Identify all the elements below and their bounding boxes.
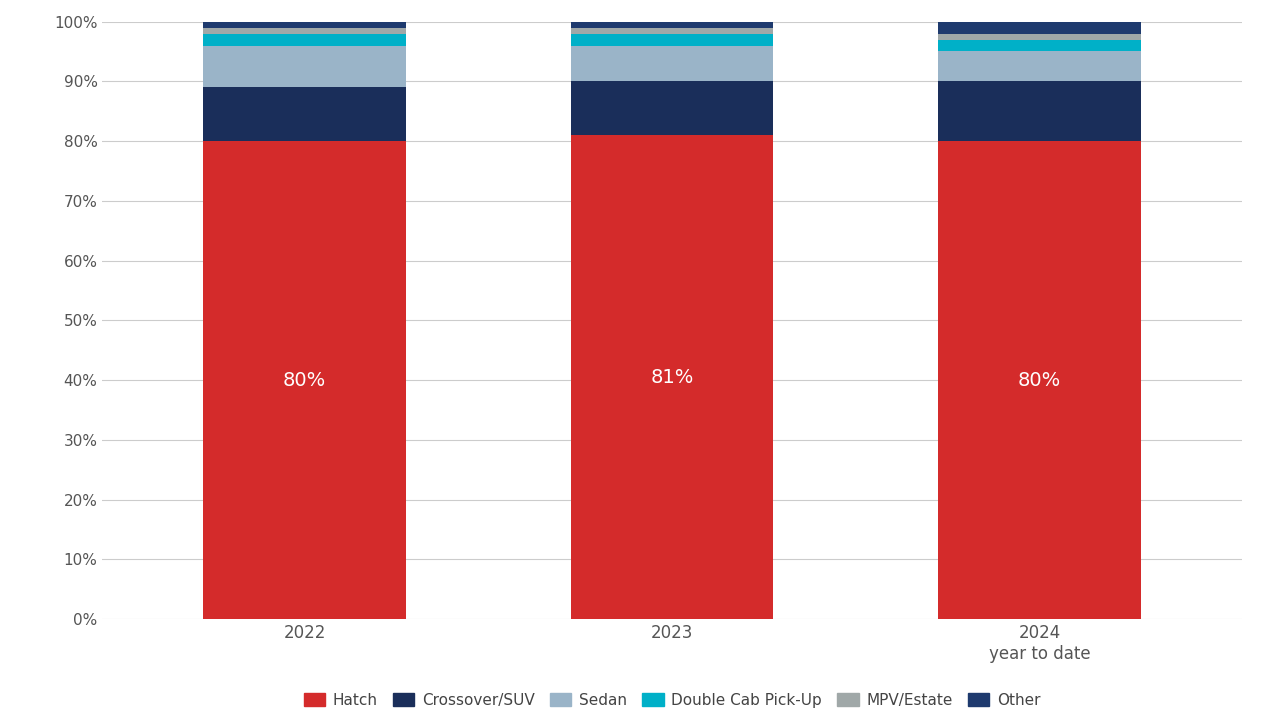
Bar	[204, 34, 406, 45]
Bar	[571, 34, 773, 45]
Bar	[938, 141, 1140, 619]
Bar	[204, 141, 406, 619]
Bar	[571, 27, 773, 34]
Bar	[938, 52, 1140, 81]
Bar	[204, 45, 406, 87]
Bar	[938, 81, 1140, 141]
Bar	[938, 22, 1140, 34]
Bar	[571, 45, 773, 81]
Text: 81%: 81%	[650, 368, 694, 387]
Text: 80%: 80%	[283, 371, 326, 390]
Bar	[571, 81, 773, 135]
Bar	[938, 40, 1140, 52]
Bar	[204, 22, 406, 27]
Bar	[571, 135, 773, 619]
Text: 80%: 80%	[1018, 371, 1061, 390]
Bar	[204, 27, 406, 34]
Bar	[571, 22, 773, 27]
Bar	[938, 34, 1140, 40]
Legend: Hatch, Crossover/SUV, Sedan, Double Cab Pick-Up, MPV/Estate, Other: Hatch, Crossover/SUV, Sedan, Double Cab …	[297, 687, 1047, 714]
Bar	[204, 87, 406, 141]
